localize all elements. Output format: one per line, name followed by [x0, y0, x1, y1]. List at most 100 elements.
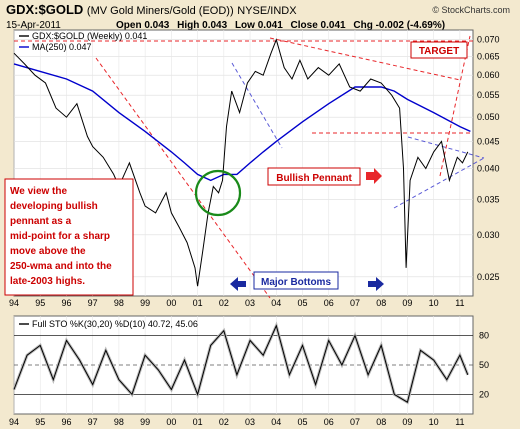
pennant-box: [267, 167, 361, 186]
bottoms-label: Major Bottoms: [261, 277, 331, 288]
target-box: [410, 41, 468, 59]
sto-x-tick-label: 03: [245, 417, 255, 427]
comment-line-7: late-2003 highs.: [10, 276, 85, 287]
main-x-tick-label: 97: [88, 298, 98, 308]
comment-line-4: mid-point for a sharp: [10, 231, 110, 242]
close-value: Close 0.041: [290, 20, 346, 31]
ma250-line: [13, 63, 471, 182]
main-x-tick-label: 11: [455, 298, 464, 308]
symbol-label: GDX:$GOLD: [6, 2, 84, 17]
bottoms-right-arrow-icon: [368, 277, 384, 291]
sto-x-tick-label: 99: [140, 417, 150, 427]
pennant-line-a: [231, 62, 283, 149]
main-y-tick-label: 0.025: [477, 272, 500, 282]
sto-y-tick-label: 20: [479, 389, 489, 399]
main-x-tick-label: 99: [140, 298, 150, 308]
comment-annotation: We view the developing bullish pennant a…: [4, 178, 134, 296]
main-y-tick-label: 0.060: [477, 70, 500, 80]
pennant-line-upper: [407, 136, 485, 159]
high-value: High 0.043: [177, 20, 228, 31]
sto-x-ticks: 94 95 96 97 98 99 00 01 02 03 04 05 06 07 08 09 10 11: [9, 417, 465, 427]
main-x-tick-label: 06: [324, 298, 334, 308]
main-y-tick-label: 0.055: [477, 90, 500, 100]
symbol-description: (MV Gold Miners/Gold (EOD)): [86, 5, 234, 17]
target-annotation: TARGET: [410, 41, 468, 59]
price-line: [13, 38, 469, 287]
sto-legend: Full STO %K(30,20) %D(10) 40.72, 45.06: [19, 319, 198, 329]
sto-x-tick-label: 02: [219, 417, 229, 427]
bottom-circle: [194, 169, 242, 217]
brand-label: © StockCharts.com: [432, 5, 510, 15]
legend-price-label: GDX:$GOLD (Weekly) 0.041: [32, 31, 147, 41]
bottoms-annotation: Major Bottoms: [230, 271, 384, 291]
ohlc-values: Open 0.043 High 0.043 Low 0.041 Close 0.…: [116, 20, 450, 31]
sto-x-tick-label: 01: [193, 417, 203, 427]
main-x-tick-label: 08: [376, 298, 386, 308]
comment-line-6: 250-wma and into the: [10, 261, 112, 272]
main-x-tick-label: 02: [219, 298, 229, 308]
pennant-label: Bullish Pennant: [276, 173, 352, 184]
sto-y-tick-label: 50: [479, 360, 489, 370]
main-y-tick-label: 0.040: [477, 164, 500, 174]
symbol-exchange: NYSE/INDX: [237, 5, 297, 17]
sto-x-tick-label: 11: [455, 417, 464, 427]
trendline-down: [95, 57, 271, 299]
main-x-tick-label: 94: [9, 298, 19, 308]
sto-y-ticks: 80 50 20: [479, 331, 489, 400]
trendline-top: [269, 37, 461, 81]
main-x-tick-label: 98: [114, 298, 124, 308]
main-x-tick-label: 05: [298, 298, 308, 308]
comment-line-3: pennant as a: [10, 216, 72, 227]
sto-x-tick-label: 05: [298, 417, 308, 427]
main-x-tick-label: 01: [193, 298, 203, 308]
sto-x-tick-label: 98: [114, 417, 124, 427]
main-y-tick-label: 0.030: [477, 230, 500, 240]
comment-line-2: developing bullish: [10, 201, 98, 212]
sto-x-tick-label: 04: [271, 417, 281, 427]
sto-grid: [13, 316, 473, 414]
sto-x-tick-label: 08: [376, 417, 386, 427]
trendline-target: [439, 35, 471, 177]
sto-x-tick-label: 00: [166, 417, 176, 427]
main-y-tick-label: 0.070: [477, 35, 500, 45]
main-y-tick-label: 0.065: [477, 52, 500, 62]
main-x-tick-label: 03: [245, 298, 255, 308]
low-value: Low 0.041: [234, 20, 283, 31]
sto-y-tick-label: 80: [479, 331, 489, 341]
sto-legend-label: Full STO %K(30,20) %D(10) 40.72, 45.06: [32, 319, 198, 329]
main-x-tick-label: 96: [61, 298, 71, 308]
main-x-tick-label: 10: [429, 298, 439, 308]
sto-x-tick-label: 95: [35, 417, 45, 427]
main-x-tick-label: 00: [166, 298, 176, 308]
comment-line-1: We view the: [10, 186, 67, 197]
comment-line-5: move above the: [10, 246, 86, 257]
sto-x-tick-label: 09: [402, 417, 412, 427]
main-y-tick-label: 0.050: [477, 112, 500, 122]
sto-x-tick-label: 96: [61, 417, 71, 427]
trendlines: [14, 35, 485, 299]
sto-x-tick-label: 97: [88, 417, 98, 427]
sto-x-tick-label: 10: [429, 417, 439, 427]
main-x-ticks: 94 95 96 97 98 99 00 01 02 03 04 05 06 07 08 09 10 11: [9, 298, 465, 308]
open-value: Open 0.043: [116, 20, 170, 31]
change-value: Chg -0.002 (-4.69%): [353, 20, 446, 31]
date-label: 15-Apr-2011: [6, 20, 61, 31]
bottoms-left-arrow-icon: [230, 277, 246, 291]
sto-k-line: [13, 324, 469, 403]
target-label: TARGET: [419, 46, 459, 57]
pennant-arrow-icon: [366, 168, 382, 184]
sto-x-tick-label: 94: [9, 417, 19, 427]
pennant-annotation: Bullish Pennant: [267, 167, 382, 186]
sto-x-tick-label: 06: [324, 417, 334, 427]
main-x-tick-label: 04: [271, 298, 281, 308]
comment-box: [4, 178, 134, 296]
main-x-tick-label: 95: [35, 298, 45, 308]
main-y-tick-label: 0.035: [477, 194, 500, 204]
legend-ma-label: MA(250) 0.047: [32, 42, 92, 52]
sto-x-tick-label: 07: [350, 417, 360, 427]
sto-panel: [13, 315, 474, 415]
main-x-tick-label: 07: [350, 298, 360, 308]
chart-header: GDX:$GOLD (MV Gold Miners/Gold (EOD)) NY…: [4, 2, 516, 42]
chart-symbol: GDX:$GOLD (MV Gold Miners/Gold (EOD)) NY…: [6, 2, 297, 17]
